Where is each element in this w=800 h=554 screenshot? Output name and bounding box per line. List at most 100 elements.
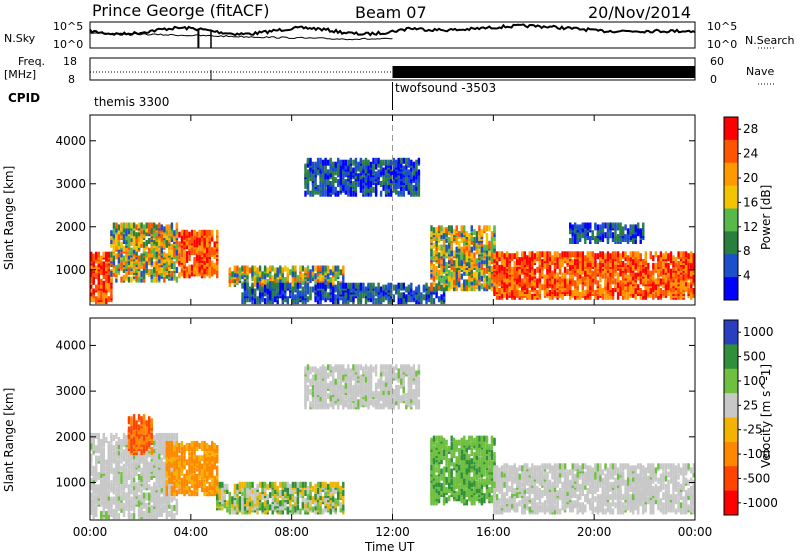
power-echo-cell [110,286,113,293]
velocity-echo-cell [155,494,158,501]
power-echo-cell [652,272,655,279]
velocity-echo-cell [236,483,239,490]
velocity-echo-cell [137,494,141,501]
power-echo-cell [430,248,433,255]
power-echo-cell [281,275,284,282]
velocity-echo-cell [163,496,166,503]
power-echo-cell [553,262,557,269]
power-echo-cell [417,169,421,176]
velocity-echo-cell [140,436,143,443]
velocity-echo-cell [107,494,110,501]
velocity-echo-cell [97,437,100,443]
power-echo-cell [511,253,514,260]
velocity-echo-cell [160,482,163,489]
power-echo-cell [228,273,231,280]
power-echo-cell [127,276,131,283]
velocity-echo-cell [228,502,231,509]
power-echo-cell [634,238,637,244]
power-echo-cell [140,232,143,239]
power-echo-cell [352,294,355,301]
power-echo-cell [505,255,509,262]
velocity-echo-cell [148,506,151,513]
power-echo-cell [327,273,330,280]
power-echo-cell [601,251,605,258]
power-echo-cell [269,282,272,289]
power-echo-cell [626,274,630,281]
power-echo-cell [468,279,471,286]
velocity-echo-cell [117,459,121,466]
power-echo-cell [246,282,249,289]
velocity-echo-cell [155,455,158,462]
power-echo-cell [667,274,670,281]
velocity-echo-cell [110,480,113,487]
power-echo-cell [531,251,534,258]
power-echo-cell [488,260,491,267]
power-echo-cell [188,264,191,271]
power-echo-cell [286,267,289,274]
power-echo-cell [571,236,574,242]
power-echo-cell [599,276,602,283]
power-echo-cell [117,243,121,250]
velocity-echo-cell [195,440,199,447]
power-echo-cell [690,257,693,264]
power-echo-cell [339,173,342,180]
power-colorbar-segment [724,254,738,278]
power-echo-cell [163,238,166,244]
velocity-echo-cell [190,473,194,480]
velocity-echo-cell [115,465,118,472]
velocity-echo-cell [195,455,199,462]
power-echo-cell [92,271,95,278]
power-echo-cell [203,262,206,269]
velocity-echo-cell [173,432,176,439]
power-echo-cell [632,270,635,277]
velocity-echo-cell [110,484,113,491]
power-echo-cell [364,157,368,164]
velocity-echo-cell [105,459,108,466]
power-echo-cell [677,276,680,283]
power-echo-cell [281,294,284,301]
velocity-echo-cell [130,474,133,480]
power-echo-cell [581,276,584,283]
power-echo-cell [490,252,494,259]
power-echo-cell [579,228,582,235]
power-echo-cell [367,159,370,166]
power-echo-cell [586,222,589,229]
nsearch-series-line [89,23,696,37]
power-echo-cell [596,280,600,287]
power-echo-cell [362,186,365,193]
power-echo-cell [198,249,201,256]
power-echo-cell [304,177,307,184]
power-echo-cell [611,251,615,258]
power-echo-cell [432,250,436,257]
power-echo-cell [485,242,489,249]
power-echo-cell [150,222,153,229]
velocity-echo-cell [102,502,105,509]
velocity-echo-cell [120,476,123,483]
velocity-echo-cell [142,414,146,421]
power-echo-cell [453,260,456,267]
power-echo-cell [523,251,526,258]
power-echo-cell [516,276,519,283]
power-echo-cell [546,272,549,279]
power-echo-cell [473,236,476,243]
velocity-echo-cell [153,455,156,462]
velocity-echo-cell [178,488,181,495]
power-echo-cell [483,225,486,232]
power-echo-cell [206,256,209,263]
velocity-echo-cell [122,467,126,474]
power-echo-cell [591,259,594,265]
velocity-echo-cell [122,482,126,489]
power-echo-cell [362,282,365,289]
power-echo-cell [145,230,148,237]
power-echo-cell [518,257,521,264]
velocity-echo-cell [188,455,191,462]
power-echo-cell [100,278,103,285]
power-echo-cell [372,294,375,301]
velocity-echo-cell [137,424,141,431]
power-echo-cell [432,242,436,249]
velocity-echo-cell [148,476,151,483]
velocity-echo-cell [190,490,194,497]
power-echo-cell [117,251,121,258]
power-echo-cell [203,258,206,265]
power-echo-cell [624,293,627,300]
